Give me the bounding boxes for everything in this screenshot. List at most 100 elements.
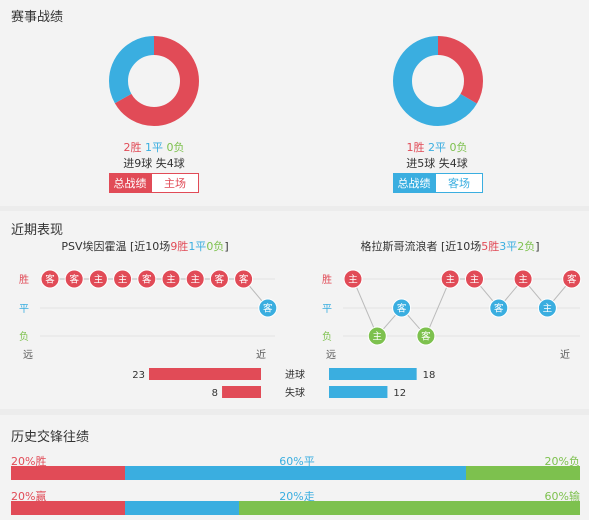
section-title: 赛事战绩 — [11, 10, 64, 25]
match-result-point — [513, 269, 533, 289]
match-venue-label: 主 — [166, 274, 176, 286]
right-stat-value: 12 — [393, 388, 406, 399]
y-axis-label: 胜 — [19, 274, 29, 286]
right-result-summary: 1胜 2平 0负 — [377, 139, 497, 155]
match-venue-label: 主 — [190, 274, 200, 286]
match-result-point — [258, 298, 278, 318]
match-result-point — [234, 269, 254, 289]
x-axis-label-near: 近 — [256, 348, 266, 361]
right-draws: 2平 — [428, 141, 446, 154]
match-venue-label: 客 — [239, 274, 249, 286]
record-draws: 1平 — [188, 240, 207, 253]
h2h-row1-left-label: 20%胜 — [11, 455, 47, 468]
x-axis-label-near: 近 — [560, 348, 570, 361]
x-axis-label-far: 远 — [326, 349, 336, 361]
left-goals-summary: 进9球 失4球 — [123, 157, 185, 170]
match-venue-label: 客 — [421, 331, 431, 343]
h2h-row2-mid-label: 20%走 — [279, 490, 315, 503]
match-venue-label: 客 — [69, 274, 79, 286]
right-goals-summary: 进5球 失4球 — [406, 157, 468, 170]
match-result-point — [562, 269, 582, 289]
form-trend-line — [352, 278, 573, 337]
x-axis-label-far: 远 — [23, 349, 33, 361]
match-result-point — [440, 269, 460, 289]
right-stat-bar — [329, 368, 417, 380]
y-axis-label: 负 — [322, 330, 332, 343]
right-team-record: 格拉斯哥流浪者 [近10场5胜3平2负] — [340, 238, 560, 254]
segment-draw — [124, 466, 467, 480]
record-losses: 2负 — [517, 240, 536, 253]
match-result-point — [40, 269, 60, 289]
match-venue-label: 客 — [142, 274, 152, 286]
record-prefix: [近10场 — [440, 240, 482, 253]
team-name: PSV埃因霍温 — [61, 240, 127, 253]
left-stat-value: 8 — [212, 388, 218, 399]
match-venue-label: 客 — [263, 303, 273, 315]
tab-overall[interactable]: 总战绩 — [393, 173, 435, 193]
match-result-point — [489, 298, 509, 318]
record-suffix: ] — [535, 240, 540, 253]
segment-loss — [466, 466, 580, 480]
h2h-row1-right-label: 20%负 — [544, 455, 580, 468]
record-wins: 9胜 — [170, 240, 189, 253]
match-result-point — [367, 326, 387, 346]
recent-form-section: 近期表现 PSV埃因霍温 [近10场9胜1平0负] 格拉斯哥流浪者 [近10场5… — [0, 211, 589, 409]
match-venue-label: 客 — [567, 274, 577, 286]
match-result-point — [137, 269, 157, 289]
stat-label: 失球 — [285, 386, 305, 399]
left-donut-chart — [109, 36, 199, 126]
match-result-point — [161, 269, 181, 289]
match-result-point — [88, 269, 108, 289]
h2h-row2-bar — [11, 501, 580, 515]
right-tab-toggle: 总战绩 客场 — [393, 173, 483, 193]
form-trend-line — [50, 278, 269, 309]
match-result-point — [392, 298, 412, 318]
match-result-point — [185, 269, 205, 289]
left-losses: 0负 — [166, 141, 185, 154]
section-title: 历史交锋往绩 — [11, 430, 90, 445]
match-venue-label: 主 — [94, 274, 104, 286]
tab-away[interactable]: 客场 — [435, 173, 483, 193]
match-result-point — [113, 269, 133, 289]
goal-stats-bars: 23 18 进球 8 12 失球 — [132, 368, 436, 399]
h2h-row1-bar — [11, 466, 580, 480]
match-result-point — [64, 269, 84, 289]
h2h-row2-left-label: 20%赢 — [11, 490, 47, 503]
match-venue-label: 客 — [397, 303, 407, 315]
left-stat-bar — [149, 368, 261, 380]
match-result-point — [465, 269, 484, 289]
right-losses: 0负 — [449, 141, 468, 154]
section-title: 近期表现 — [11, 223, 64, 238]
match-result-point — [537, 298, 557, 318]
head-to-head-section: 历史交锋往绩 20%胜 60%平 20%负 20%赢 20%走 60%输 — [0, 415, 589, 520]
match-venue-label: 主 — [348, 274, 358, 286]
left-draws: 1平 — [145, 141, 163, 154]
match-venue-label: 客 — [215, 274, 225, 286]
match-venue-label: 主 — [543, 303, 553, 315]
record-prefix: [近10场 — [130, 240, 171, 253]
match-venue-label: 客 — [45, 274, 55, 286]
match-venue-label: 主 — [470, 274, 480, 286]
y-axis-label: 胜 — [322, 274, 332, 286]
y-axis-label: 负 — [19, 330, 29, 343]
left-stat-value: 23 — [132, 370, 145, 381]
segment-draw — [124, 501, 239, 515]
left-wins: 2胜 — [123, 141, 142, 154]
y-axis-label: 平 — [322, 304, 332, 315]
right-stat-value: 18 — [423, 370, 436, 381]
tab-home[interactable]: 主场 — [151, 173, 199, 193]
donut-segment-平 — [393, 36, 483, 126]
left-stat-bar — [222, 386, 261, 398]
match-venue-label: 主 — [518, 274, 528, 286]
match-result-point — [343, 269, 363, 289]
left-tab-toggle: 总战绩 主场 — [109, 173, 199, 193]
match-venue-label: 主 — [445, 274, 455, 286]
record-suffix: ] — [224, 240, 229, 253]
h2h-row2-right-label: 60%输 — [544, 490, 580, 503]
record-wins: 5胜 — [481, 240, 500, 253]
segment-loss — [238, 501, 580, 515]
match-venue-label: 客 — [494, 303, 504, 315]
record-losses: 0负 — [206, 240, 225, 253]
tab-overall[interactable]: 总战绩 — [109, 173, 151, 193]
